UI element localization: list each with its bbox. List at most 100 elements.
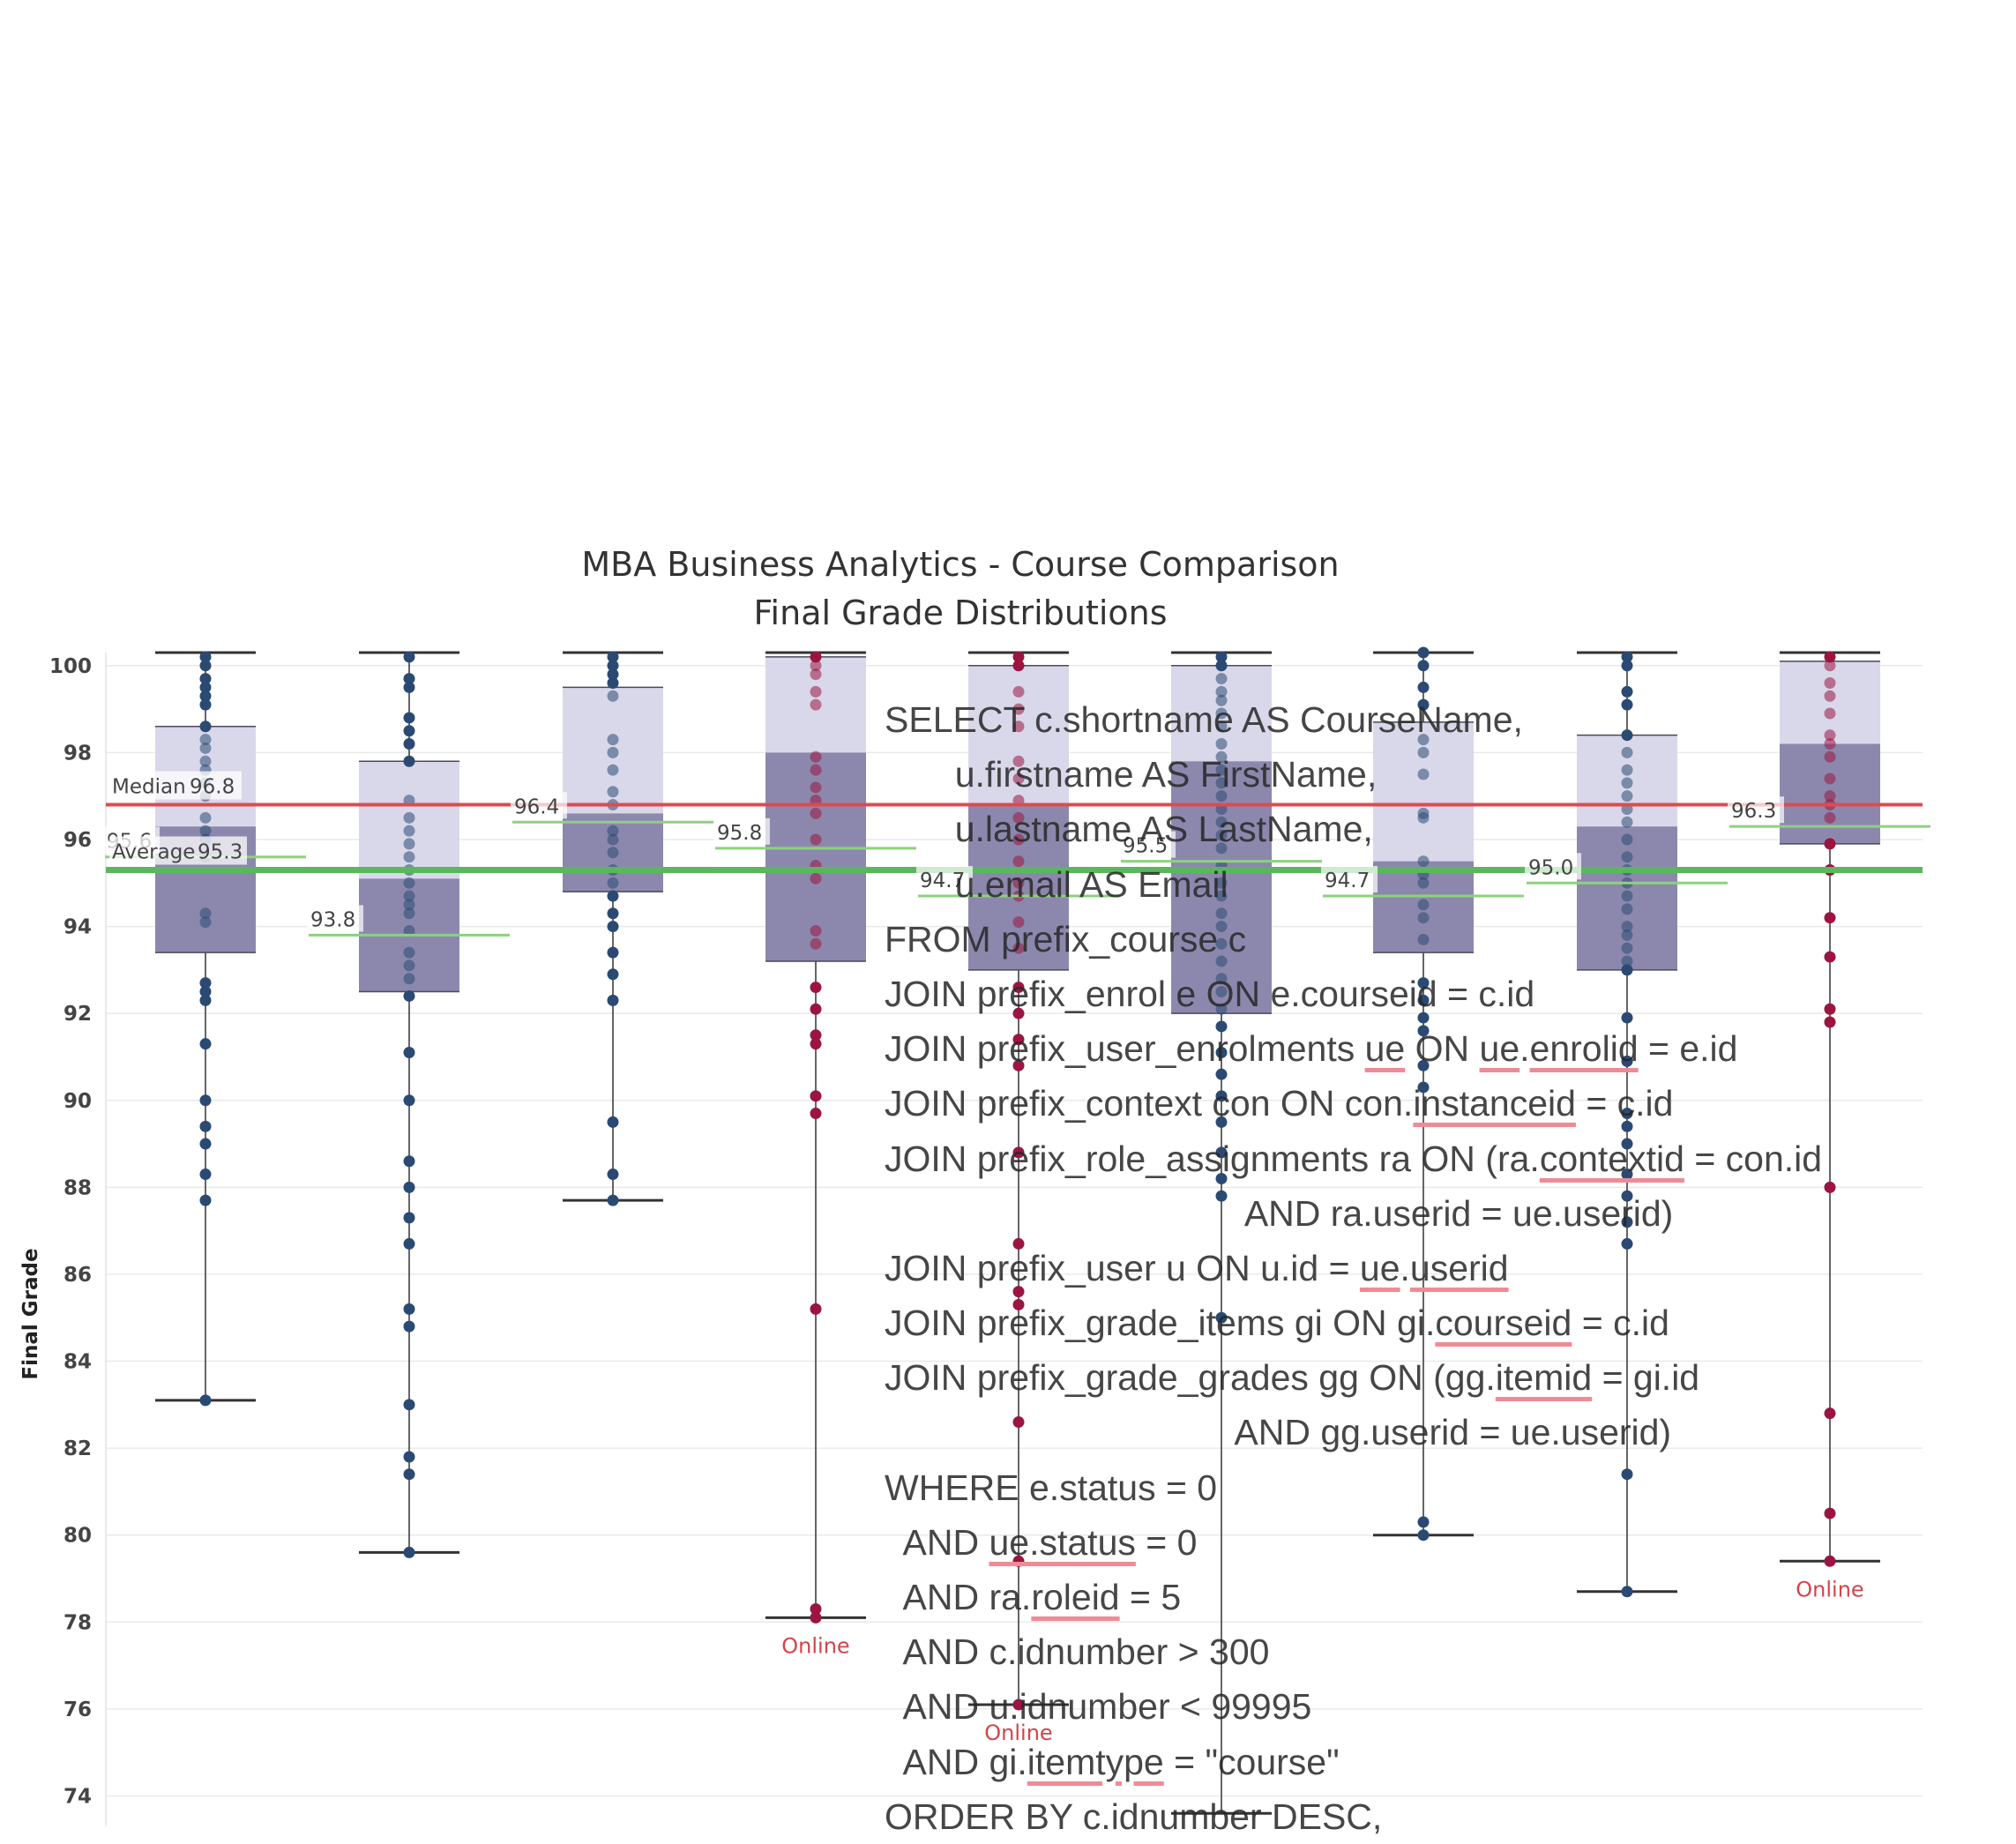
data-point <box>1621 698 1633 711</box>
sql-line: AND ue.status = 0 <box>885 1515 1978 1570</box>
data-point <box>1012 833 1025 846</box>
sql-flagged-token: itemtype <box>1027 1741 1164 1782</box>
data-point <box>1215 1020 1228 1033</box>
data-point <box>199 651 212 663</box>
data-point <box>403 712 415 724</box>
data-point <box>1417 698 1430 711</box>
median-label-bg <box>109 771 242 800</box>
data-point <box>199 673 212 685</box>
data-point <box>1621 1216 1633 1228</box>
data-point <box>1824 951 1836 963</box>
data-point <box>1215 694 1228 706</box>
sql-line: JOIN prefix_user_enrolments ue ON ue.enr… <box>885 1021 1978 1076</box>
course-average-label: 95.8 <box>717 822 762 845</box>
data-point <box>1012 1286 1025 1298</box>
data-point <box>1621 1138 1633 1150</box>
sql-flagged-token: ue <box>1359 1247 1400 1288</box>
sql-segment: JOIN prefix_user u ON u.id = <box>885 1247 1360 1288</box>
data-point <box>1417 660 1430 672</box>
data-point <box>1012 1416 1025 1429</box>
data-point <box>403 1212 415 1224</box>
sql-flagged-token: instanceid <box>1413 1083 1576 1124</box>
sql-flagged-token: courseid <box>1435 1303 1572 1344</box>
data-point <box>607 668 619 681</box>
sql-segment: WHERE e.status = 0 <box>885 1467 1218 1508</box>
sql-line: JOIN prefix_grade_items gi ON gi.coursei… <box>885 1295 1978 1350</box>
sql-segment: AND ra. <box>885 1577 1032 1617</box>
data-point <box>1012 1237 1025 1250</box>
course-average-label-bg <box>1525 853 1581 880</box>
data-point <box>1417 877 1430 889</box>
data-point <box>403 877 415 889</box>
data-point <box>607 994 619 1006</box>
data-point <box>1621 1168 1633 1181</box>
data-point <box>1012 720 1025 733</box>
data-point <box>1621 929 1633 941</box>
data-point <box>607 946 619 959</box>
data-point <box>607 1116 619 1128</box>
reference-lines <box>105 803 1930 937</box>
data-point <box>1824 811 1836 824</box>
data-point <box>1824 677 1836 690</box>
sql-line: AND gg.userid = ue.userid) <box>885 1405 1978 1460</box>
sql-line: AND u.idnumber < 99995 <box>885 1679 1978 1734</box>
data-point <box>1012 773 1025 785</box>
data-point <box>1824 1407 1836 1420</box>
y-tick-label: 98 <box>63 742 92 765</box>
data-point <box>403 838 415 850</box>
y-tick-label: 92 <box>63 1003 92 1026</box>
data-point <box>199 1094 212 1107</box>
data-point <box>1417 1012 1430 1024</box>
data-point <box>1417 933 1430 945</box>
data-point <box>810 1090 822 1102</box>
sql-segment: JOIN prefix_user_enrolments <box>885 1028 1365 1070</box>
online-label: Online <box>984 1721 1052 1745</box>
data-point <box>1621 921 1633 933</box>
course-average-label: 94.7 <box>920 870 965 892</box>
course-average-label: 95.5 <box>1123 835 1168 858</box>
data-point <box>1215 1116 1228 1128</box>
data-point <box>403 1047 415 1059</box>
data-point <box>403 907 415 920</box>
data-point <box>1417 977 1430 989</box>
data-point <box>199 720 212 733</box>
data-point <box>607 786 619 798</box>
data-point <box>403 1094 415 1107</box>
data-point <box>1215 738 1228 750</box>
data-point <box>1417 899 1430 911</box>
data-point <box>1012 942 1025 954</box>
data-point <box>1621 903 1633 915</box>
data-point <box>607 968 619 981</box>
sql-flagged-token: contextid <box>1539 1138 1684 1179</box>
data-point <box>1824 912 1836 924</box>
data-point <box>1215 890 1228 902</box>
data-point <box>1215 720 1228 733</box>
course-average-label-bg <box>713 817 770 845</box>
data-point <box>1215 764 1228 776</box>
sql-segment: = con.id <box>1684 1138 1823 1179</box>
data-point <box>1621 1012 1633 1024</box>
sql-segment: = 5 <box>1119 1577 1182 1617</box>
data-point <box>199 811 212 824</box>
data-point <box>1215 816 1228 828</box>
sql-flagged-token: roleid <box>1031 1577 1120 1617</box>
sql-segment: u.firstname AS FirstName, <box>885 754 1378 795</box>
data-point <box>1215 707 1228 720</box>
data-point <box>403 1181 415 1193</box>
chart-title: MBA Business Analytics - Course Comparis… <box>581 545 1339 584</box>
course-average-label: 95.0 <box>1528 856 1573 879</box>
y-tick-label: 84 <box>63 1351 92 1374</box>
y-tick-label: 74 <box>63 1785 92 1808</box>
data-point <box>199 755 212 767</box>
sql-line: AND ra.roleid = 5 <box>885 1570 1978 1624</box>
data-point <box>1012 1698 1025 1711</box>
data-point <box>403 989 415 1002</box>
data-point <box>403 1546 415 1558</box>
data-point <box>1215 921 1228 933</box>
data-point <box>1215 986 1228 998</box>
data-point <box>199 660 212 672</box>
data-point <box>199 986 212 998</box>
data-point <box>1417 746 1430 758</box>
data-point <box>1417 734 1430 746</box>
data-point <box>403 725 415 737</box>
